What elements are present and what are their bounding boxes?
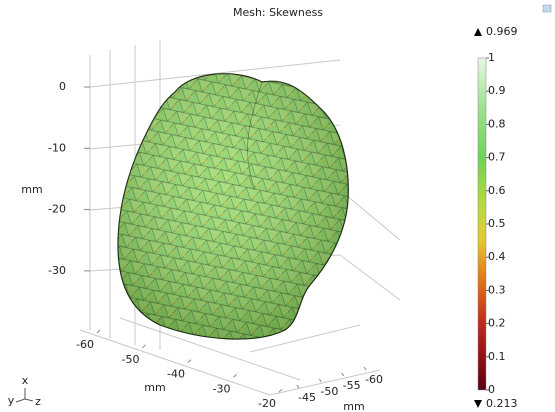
axis-label: mm [343,400,364,412]
colorbar-tick-label: 0.3 [488,283,506,296]
axis-label: mm [21,183,42,196]
colorbar-tick-label: 0.1 [488,350,506,363]
tick-mark [143,345,146,348]
tick-mark [319,379,321,382]
colorbar-tick-label: 0.8 [488,117,506,130]
triad-arrow [25,399,33,401]
colorbar-tick-label: 0.5 [488,217,506,230]
tick-mark [188,360,191,363]
colorbar-tick-label: 0.2 [488,317,506,330]
tick-mark [342,373,344,376]
axis-triad: x y z [8,374,41,408]
tick-label: -10 [48,141,66,154]
max-marker [474,28,482,36]
mesh-shading [118,74,348,339]
tick-label: -60 [76,338,94,351]
tick-label: -40 [167,368,185,381]
colorbar-tick-label: 0.7 [488,151,506,164]
triad-label: y [8,394,15,407]
colorbar-tick-label: 1 [488,51,495,64]
colorbar-tick-label: 0 [488,383,495,396]
tick-label: -45 [298,391,316,404]
colorbar-tick-label: 0.9 [488,84,506,97]
min-marker [474,400,482,408]
tick-label: -50 [320,385,338,398]
tick-mark [364,367,366,370]
tick-label: -50 [122,353,140,366]
axis-label: mm [144,381,165,394]
tick-mark [234,374,237,377]
mesh-plot: Mesh: Skewness 0.969 0.213 mm mm mm x y … [0,0,555,412]
tick-mark [297,385,299,388]
tick-label: -30 [213,382,231,395]
triad-label: x [22,374,29,387]
tick-label: -20 [258,397,276,410]
tick-label: -60 [365,373,383,386]
colorbar [478,58,486,390]
max-label: 0.969 [486,25,518,38]
triad-arrow [16,399,25,402]
colorbar-tick-label: 0.6 [488,184,506,197]
tick-label: 0 [59,80,66,93]
tick-mark [97,330,100,333]
tick-label: -30 [48,264,66,277]
triad-label: z [35,395,41,408]
min-label: 0.213 [486,397,518,410]
title: Mesh: Skewness [233,6,323,19]
tick-label: -55 [343,379,361,392]
colorbar-tick-label: 0.4 [488,250,506,263]
tick-label: -20 [48,203,66,216]
toolbar-icon[interactable] [543,5,551,12]
tick-mark [279,389,282,392]
